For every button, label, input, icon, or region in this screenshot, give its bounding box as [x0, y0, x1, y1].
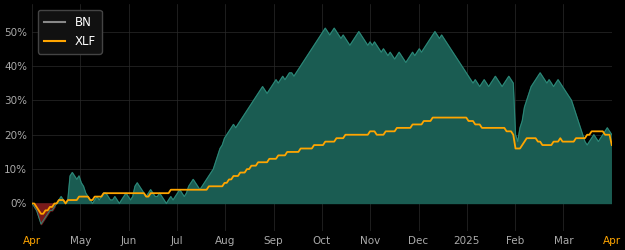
Legend: BN, XLF: BN, XLF [38, 10, 101, 54]
